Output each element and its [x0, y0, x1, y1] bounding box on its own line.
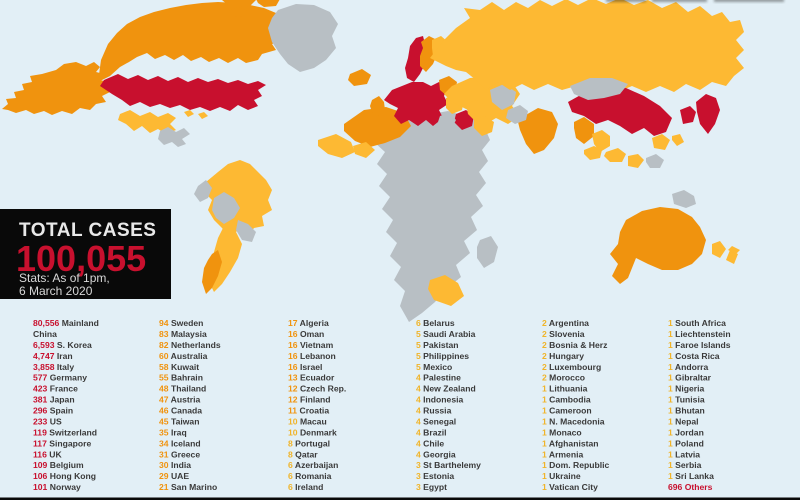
svg-text:1 Latvia: 1 Latvia	[668, 449, 700, 459]
svg-text:3,858 Italy: 3,858 Italy	[33, 362, 74, 372]
svg-text:31 Greece: 31 Greece	[159, 449, 200, 459]
svg-text:381 Japan: 381 Japan	[33, 395, 75, 405]
svg-text:101 Norway: 101 Norway	[33, 482, 81, 492]
svg-text:109 Belgium: 109 Belgium	[33, 460, 84, 470]
svg-text:17 Algeria: 17 Algeria	[288, 318, 329, 328]
svg-text:12 Czech Rep.: 12 Czech Rep.	[288, 384, 346, 394]
svg-text:1 Afghanistan: 1 Afghanistan	[542, 438, 599, 448]
svg-text:58 Kuwait: 58 Kuwait	[159, 362, 199, 372]
svg-text:117 Singapore: 117 Singapore	[33, 438, 92, 448]
svg-text:1 Nepal: 1 Nepal	[668, 417, 699, 427]
svg-text:4 Senegal: 4 Senegal	[416, 417, 456, 427]
svg-text:3 Egypt: 3 Egypt	[416, 482, 447, 492]
svg-text:94 Sweden: 94 Sweden	[159, 318, 203, 328]
svg-text:116 UK: 116 UK	[33, 449, 62, 459]
svg-text:35 Iraq: 35 Iraq	[159, 427, 187, 437]
svg-text:1 Gibraltar: 1 Gibraltar	[668, 373, 712, 383]
svg-text:34 Iceland: 34 Iceland	[159, 438, 201, 448]
svg-text:11 Croatia: 11 Croatia	[288, 406, 329, 416]
svg-text:29 UAE: 29 UAE	[159, 471, 189, 481]
svg-text:4 Russia: 4 Russia	[416, 406, 452, 416]
svg-text:1 Costa Rica: 1 Costa Rica	[668, 351, 720, 361]
svg-text:80,556 Mainland: 80,556 Mainland	[33, 318, 99, 328]
svg-text:1 Dom. Republic: 1 Dom. Republic	[542, 460, 610, 470]
svg-text:2 Bosnia & Herz: 2 Bosnia & Herz	[542, 340, 607, 350]
svg-text:1 Sri Lanka: 1 Sri Lanka	[668, 471, 714, 481]
svg-text:1 Ukraine: 1 Ukraine	[542, 471, 581, 481]
svg-text:119 Switzerland: 119 Switzerland	[33, 427, 97, 437]
svg-text:2 Slovenia: 2 Slovenia	[542, 329, 585, 339]
svg-text:1 Andorra: 1 Andorra	[668, 362, 709, 372]
svg-text:16 Oman: 16 Oman	[288, 329, 324, 339]
svg-text:5 Philippines: 5 Philippines	[416, 351, 469, 361]
svg-text:82 Netherlands: 82 Netherlands	[159, 340, 221, 350]
svg-text:1 Tunisia: 1 Tunisia	[668, 395, 705, 405]
svg-text:296 Spain: 296 Spain	[33, 406, 73, 416]
svg-text:1 Nigeria: 1 Nigeria	[668, 384, 705, 394]
svg-text:3 St Barthelemy: 3 St Barthelemy	[416, 460, 481, 470]
svg-text:4 Brazil: 4 Brazil	[416, 427, 447, 437]
svg-text:4 Palestine: 4 Palestine	[416, 373, 461, 383]
svg-text:1 Cameroon: 1 Cameroon	[542, 406, 592, 416]
svg-text:4 New Zealand: 4 New Zealand	[416, 384, 476, 394]
svg-text:1 Liechtenstein: 1 Liechtenstein	[668, 329, 731, 339]
svg-text:1 Bhutan: 1 Bhutan	[668, 406, 705, 416]
svg-text:233 US: 233 US	[33, 417, 62, 427]
svg-text:4,747 Iran: 4,747 Iran	[33, 351, 73, 361]
svg-text:16 Israel: 16 Israel	[288, 362, 322, 372]
svg-text:1 Lithuania: 1 Lithuania	[542, 384, 588, 394]
svg-text:60 Australia: 60 Australia	[159, 351, 208, 361]
svg-text:45 Taiwan: 45 Taiwan	[159, 417, 199, 427]
svg-text:16 Lebanon: 16 Lebanon	[288, 351, 336, 361]
svg-text:1 Poland: 1 Poland	[668, 438, 704, 448]
svg-text:6 Romania: 6 Romania	[288, 471, 332, 481]
svg-text:577 Germany: 577 Germany	[33, 373, 87, 383]
svg-text:1 Faroe Islands: 1 Faroe Islands	[668, 340, 731, 350]
svg-text:4 Indonesia: 4 Indonesia	[416, 395, 464, 405]
svg-text:1 Jordan: 1 Jordan	[668, 427, 704, 437]
svg-text:6 Azerbaijan: 6 Azerbaijan	[288, 460, 338, 470]
svg-text:2 Morocco: 2 Morocco	[542, 373, 585, 383]
svg-text:5 Saudi Arabia: 5 Saudi Arabia	[416, 329, 476, 339]
svg-text:30 India: 30 India	[159, 460, 191, 470]
svg-text:423 France: 423 France	[33, 384, 78, 394]
svg-text:16 Vietnam: 16 Vietnam	[288, 340, 334, 350]
svg-text:1 Vatican City: 1 Vatican City	[542, 482, 598, 492]
svg-text:8 Portugal: 8 Portugal	[288, 438, 330, 448]
svg-text:2 Hungary: 2 Hungary	[542, 351, 584, 361]
svg-text:5 Pakistan: 5 Pakistan	[416, 340, 459, 350]
svg-text:6 Ireland: 6 Ireland	[288, 482, 323, 492]
svg-text:5 Mexico: 5 Mexico	[416, 362, 452, 372]
svg-text:1 Cambodia: 1 Cambodia	[542, 395, 591, 405]
svg-text:3 Estonia: 3 Estonia	[416, 471, 454, 481]
svg-text:696 Others: 696 Others	[668, 482, 713, 492]
svg-text:6 Belarus: 6 Belarus	[416, 318, 455, 328]
svg-text:6 March 2020: 6 March 2020	[19, 284, 93, 298]
svg-text:8 Qatar: 8 Qatar	[288, 449, 318, 459]
svg-text:6,593 S. Korea: 6,593 S. Korea	[33, 340, 92, 350]
svg-text:1 Serbia: 1 Serbia	[668, 460, 702, 470]
svg-text:2 Luxembourg: 2 Luxembourg	[542, 362, 601, 372]
svg-text:83 Malaysia: 83 Malaysia	[159, 329, 207, 339]
svg-text:10 Denmark: 10 Denmark	[288, 427, 337, 437]
svg-text:Stats: As of 1pm,: Stats: As of 1pm,	[19, 271, 110, 285]
svg-text:106 Hong Kong: 106 Hong Kong	[33, 471, 96, 481]
svg-text:1 Monaco: 1 Monaco	[542, 427, 582, 437]
svg-text:55 Bahrain: 55 Bahrain	[159, 373, 203, 383]
svg-text:46 Canada: 46 Canada	[159, 406, 202, 416]
svg-text:1 Armenia: 1 Armenia	[542, 449, 583, 459]
svg-text:4 Georgia: 4 Georgia	[416, 449, 456, 459]
svg-text:2 Argentina: 2 Argentina	[542, 318, 589, 328]
svg-text:12 Finland: 12 Finland	[288, 395, 331, 405]
svg-text:China: China	[33, 329, 57, 339]
svg-text:10 Macau: 10 Macau	[288, 417, 327, 427]
svg-text:47 Austria: 47 Austria	[159, 395, 200, 405]
svg-text:4 Chile: 4 Chile	[416, 438, 444, 448]
svg-text:13 Ecuador: 13 Ecuador	[288, 373, 335, 383]
svg-text:21 San Marino: 21 San Marino	[159, 482, 217, 492]
svg-text:1 N. Macedonia: 1 N. Macedonia	[542, 417, 605, 427]
svg-text:1 South Africa: 1 South Africa	[668, 318, 726, 328]
svg-text:48 Thailand: 48 Thailand	[159, 384, 206, 394]
